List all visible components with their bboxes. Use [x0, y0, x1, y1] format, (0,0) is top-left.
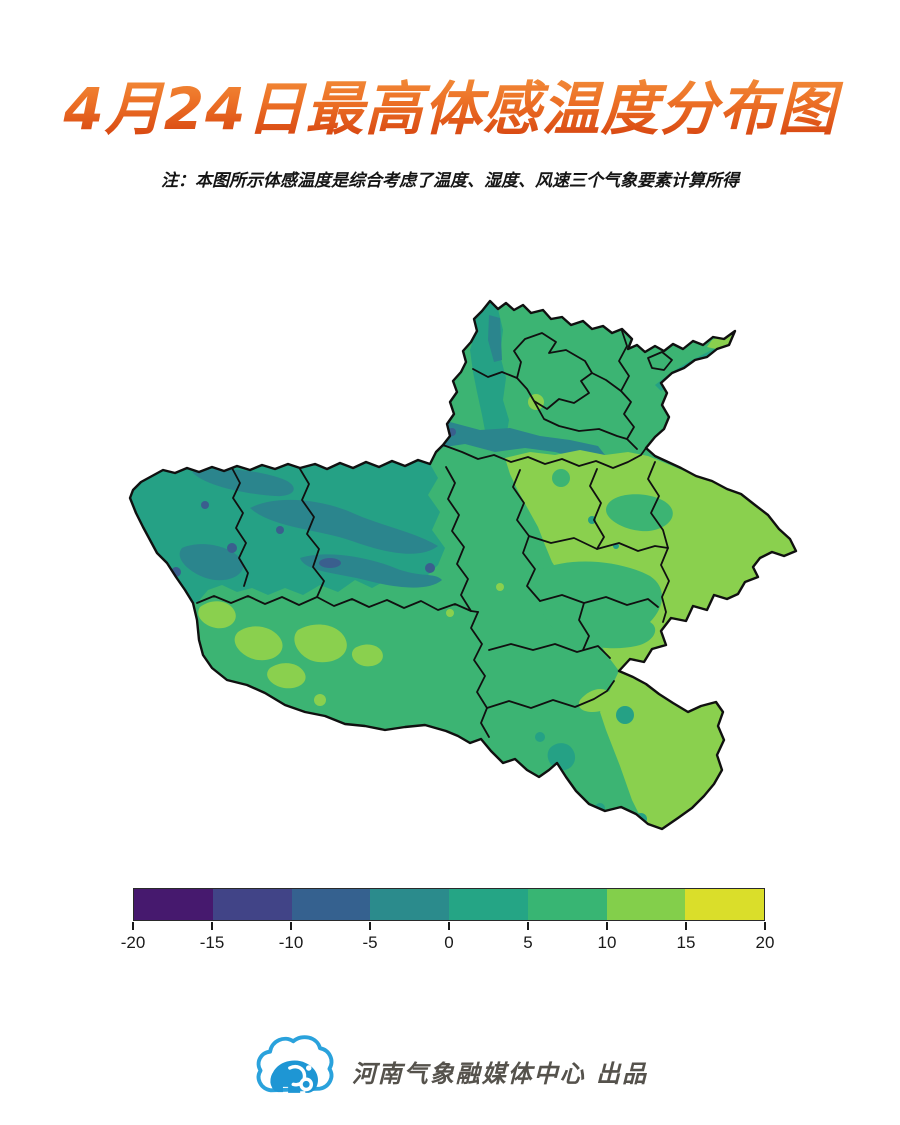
- colorbar-tick: [606, 922, 608, 930]
- map-fill-sw-blob: [351, 644, 383, 667]
- colorbar-tick: [448, 922, 450, 930]
- footer-credit: 河南气象融媒体中心 出品: [351, 1059, 649, 1088]
- subtitle-note: 注：本图所示体感温度是综合考虑了温度、湿度、风速三个气象要素计算所得: [161, 171, 739, 190]
- colorbar-tick: [132, 922, 134, 930]
- map-spot-navy: [227, 543, 237, 553]
- map-hole-green3: [552, 469, 570, 487]
- colorbar-tick-label: 15: [676, 933, 696, 952]
- colorbar-tick: [527, 922, 529, 930]
- colorbar-tick: [211, 922, 213, 930]
- colorbar-segment: [291, 889, 371, 920]
- colorbar-tick-label: -20: [120, 933, 146, 952]
- colorbar-track: [133, 888, 765, 921]
- colorbar-tick-label: 10: [597, 933, 617, 952]
- colorbar-segment: [606, 889, 686, 920]
- map-spot-navy: [276, 526, 284, 534]
- map-fill-se-spur: [578, 688, 613, 712]
- colorbar-segment: [212, 889, 292, 920]
- map-fill-sw-blob: [314, 694, 326, 706]
- map-fill-sw-blob: [267, 663, 306, 689]
- colorbar-segment: [134, 889, 213, 920]
- colorbar-ticks: -20 -15 -10 -5 0 5 10 15 20: [121, 921, 774, 963]
- map-dot-lightgreen: [496, 583, 504, 591]
- colorbar-segment: [370, 889, 449, 920]
- colorbar-tick: [290, 922, 292, 930]
- footer: 河南气象融媒体中心 出品: [0, 1026, 900, 1116]
- map-spot-navy: [319, 558, 341, 568]
- colorbar-tick-label: -10: [278, 933, 304, 952]
- colorbar-segment: [685, 889, 764, 920]
- map-fill-dark2: [179, 544, 244, 581]
- weather-center-logo-icon: [256, 1035, 334, 1093]
- colorbar-tick: [764, 922, 766, 930]
- map-fill-sw-blob: [234, 626, 283, 661]
- map-dot-teal: [535, 732, 545, 742]
- map-dot-teal: [616, 706, 634, 724]
- province-outline: [128, 299, 798, 831]
- colorbar-tick-label: -5: [362, 933, 378, 952]
- map-dot-teal: [547, 743, 576, 771]
- colorbar-tick: [369, 922, 371, 930]
- map-fill-sw-blob: [198, 601, 236, 629]
- map-spot-navy: [201, 501, 209, 509]
- prefecture-boundaries: [196, 330, 673, 738]
- colorbar-tick-label: 0: [444, 933, 454, 952]
- colorbar-tick-label: -15: [199, 933, 225, 952]
- colorbar-segment: [527, 889, 607, 920]
- map-hole-green2: [535, 561, 663, 649]
- map-fill-dark5: [420, 422, 605, 460]
- map-fill-dark4: [192, 469, 294, 497]
- map-fill-east-lightgreen: [505, 450, 796, 671]
- map-fill-sw-blob: [294, 624, 347, 663]
- colorbar-tick: [685, 922, 687, 930]
- colorbar-segment: [449, 889, 528, 920]
- map-spot-navy: [425, 563, 435, 573]
- map-dot-lightgreen: [446, 609, 454, 617]
- colorbar-tick-label: 5: [523, 933, 533, 952]
- henan-temperature-map: [128, 299, 798, 831]
- map-fill-dark1: [250, 499, 438, 554]
- page-title: 4月24日最高体感温度分布图: [0, 62, 900, 146]
- colorbar-tick-label: 20: [755, 933, 775, 952]
- map-fill-dark6: [488, 315, 502, 362]
- map-container: [90, 278, 810, 878]
